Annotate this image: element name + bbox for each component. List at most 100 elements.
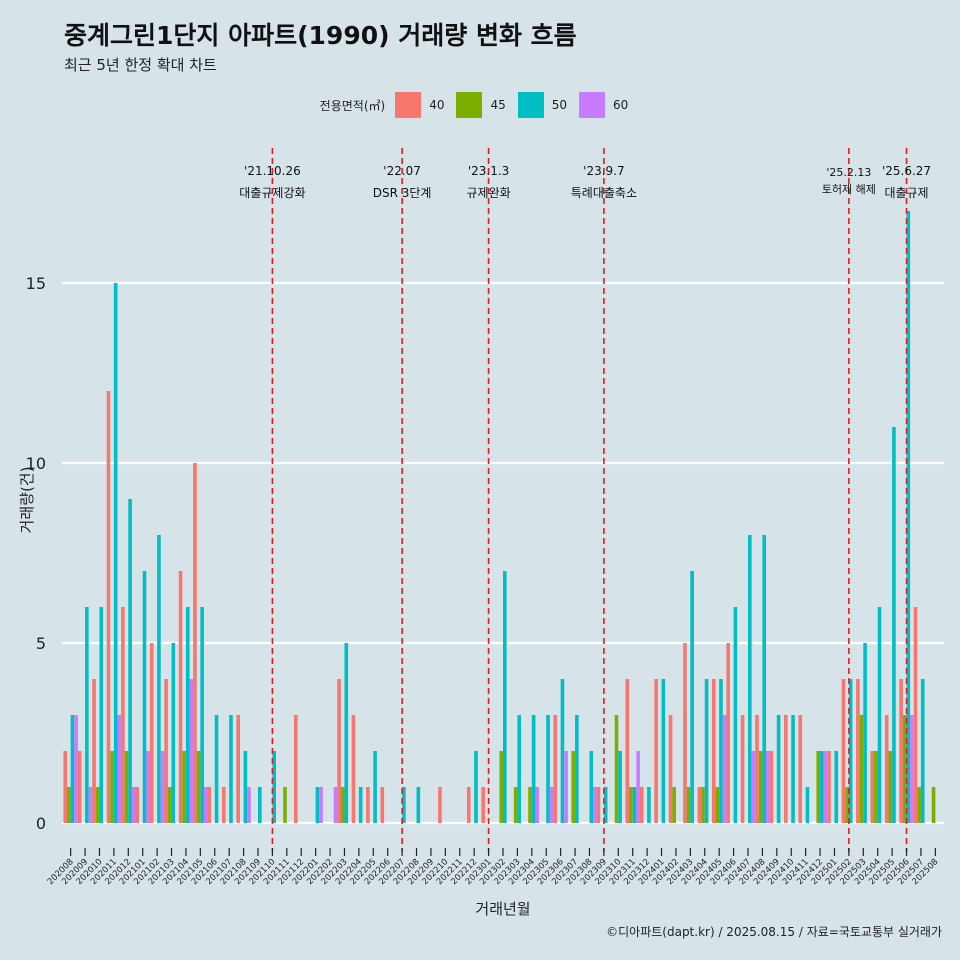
- bar-50-202203: [344, 643, 349, 823]
- event-name-label: 특례대출축소: [571, 186, 637, 200]
- bar-40-202107: [221, 787, 226, 823]
- event-name-label: 규제완화: [467, 186, 511, 200]
- bar-45-202404: [701, 787, 705, 823]
- bar-40-202205: [366, 787, 370, 823]
- bar-45-202502: [845, 787, 849, 823]
- bar-50-202410: [791, 715, 795, 823]
- y-tick-label: 10: [26, 454, 46, 473]
- bar-50-202204: [358, 787, 363, 823]
- bar-60-202202: [333, 787, 338, 823]
- bar-40-202105: [193, 463, 197, 823]
- legend-key-45: [456, 92, 483, 118]
- bar-60-202311: [636, 751, 640, 823]
- bar-45-202303: [513, 787, 518, 823]
- bar-45-202403: [686, 787, 691, 823]
- bar-50-202308: [589, 751, 594, 823]
- bar-50-202109: [258, 787, 262, 823]
- legend-title: 전용면적(㎡): [319, 98, 386, 113]
- bar-50-202306: [560, 679, 565, 823]
- bar-45-202012: [124, 751, 129, 823]
- bar-45-202408: [758, 751, 763, 823]
- source-caption: ©디아파트(dapt.kr) / 2025.08.15 / 자료=국토교통부 실…: [606, 925, 942, 939]
- bar-45-202111: [283, 787, 287, 823]
- bar-45-202507: [917, 787, 921, 823]
- bar-40-202507: [913, 607, 918, 823]
- bar-45-202011: [110, 751, 114, 823]
- bar-50-202207: [402, 787, 406, 823]
- bar-40-202011: [106, 391, 111, 823]
- bar-60-202012: [131, 787, 136, 823]
- bar-60-202412: [823, 751, 828, 823]
- bar-40-202101: [135, 787, 140, 823]
- bar-45-202010: [95, 787, 100, 823]
- bar-45-202307: [571, 751, 576, 823]
- legend-item-50: 50: [517, 92, 568, 118]
- legend-label-50: 50: [551, 98, 568, 112]
- bar-40-202504: [870, 751, 875, 823]
- bar-50-202304: [531, 715, 536, 823]
- bar-50-202205: [373, 751, 377, 823]
- bar-40-202108: [236, 715, 240, 823]
- bar-40-202406: [726, 643, 730, 823]
- bar-60-202407: [751, 751, 756, 823]
- bar-50-202405: [719, 679, 723, 823]
- bar-50-202102: [157, 535, 161, 823]
- bar-50-202010: [99, 607, 104, 823]
- bar-50-202407: [748, 535, 752, 823]
- bar-40-202312: [639, 787, 644, 823]
- event-date-label: '22.07: [383, 164, 421, 178]
- bar-60-202009: [88, 787, 93, 823]
- bar-50-202011: [113, 283, 118, 823]
- legend-key-50: [517, 92, 544, 118]
- legend-item-60: 60: [579, 92, 628, 118]
- bar-40-202403: [683, 643, 687, 823]
- bar-45-202103: [167, 787, 172, 823]
- legend-item-45: 45: [456, 92, 506, 118]
- bar-45-202008: [67, 787, 71, 823]
- event-name-label: DSR 3단계: [373, 186, 432, 200]
- bar-40-202010: [92, 679, 96, 823]
- bar-50-202309: [603, 787, 608, 823]
- bar-50-202502: [848, 679, 853, 823]
- bar-45-202505: [888, 751, 893, 823]
- bar-50-202103: [171, 643, 176, 823]
- bar-50-202104: [185, 607, 190, 823]
- bar-40-202407: [740, 715, 745, 823]
- bar-45-202304: [528, 787, 532, 823]
- bar-45-202310: [614, 715, 619, 823]
- bar-50-202401: [661, 679, 666, 823]
- bar-50-202310: [618, 751, 622, 823]
- bar-60-202011: [117, 715, 122, 823]
- legend-key-60: [579, 92, 606, 118]
- bar-40-202102: [149, 643, 154, 823]
- bar-60-202306: [564, 751, 568, 823]
- chart-title: 중계그린1단지 아파트(1990) 거래량 변화 흐름: [64, 21, 577, 50]
- bar-60-202102: [160, 751, 165, 823]
- bar-40-202203: [337, 679, 341, 823]
- event-date-label: '23.1.3: [468, 164, 509, 178]
- bar-50-202505: [892, 427, 896, 823]
- bar-40-202506: [899, 679, 903, 823]
- bar-60-202408: [766, 751, 770, 823]
- legend-key-40: [395, 92, 422, 118]
- bar-40-202112: [294, 715, 298, 823]
- bar-60-202506: [910, 715, 914, 823]
- legend: 전용면적(㎡) 40 45 50 60: [0, 92, 960, 118]
- bar-40-202411: [798, 715, 803, 823]
- bar-40-202401: [654, 679, 658, 823]
- bar-40-202301: [481, 787, 485, 823]
- chart-subtitle: 최근 5년 한정 확대 차트: [64, 56, 217, 74]
- bar-45-202105: [196, 751, 201, 823]
- event-date-label: '23.9.7: [583, 164, 624, 178]
- bar-45-202302: [499, 751, 503, 823]
- bar-40-202212: [466, 787, 471, 823]
- bar-45-202504: [874, 751, 878, 823]
- bar-40-202309: [596, 787, 601, 823]
- bar-60-202104: [189, 679, 194, 823]
- bar-45-202203: [340, 787, 345, 823]
- bar-50-202403: [690, 571, 694, 823]
- bar-50-202501: [834, 751, 839, 823]
- legend-label-45: 45: [490, 98, 506, 112]
- bar-50-202411: [805, 787, 810, 823]
- y-tick-label: 5: [36, 634, 46, 653]
